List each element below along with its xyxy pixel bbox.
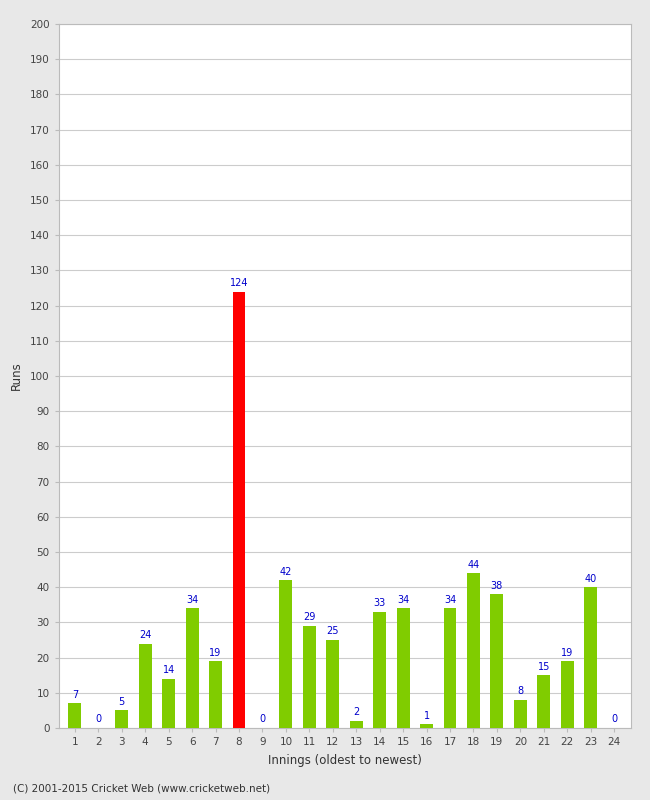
Bar: [373, 612, 386, 728]
Bar: [186, 608, 198, 728]
Text: 44: 44: [467, 560, 480, 570]
Y-axis label: Runs: Runs: [10, 362, 23, 390]
Bar: [68, 703, 81, 728]
Text: 19: 19: [209, 648, 222, 658]
Bar: [514, 700, 526, 728]
Text: 8: 8: [517, 686, 523, 696]
Text: 5: 5: [119, 697, 125, 707]
Bar: [280, 580, 292, 728]
Bar: [350, 721, 363, 728]
Text: 15: 15: [538, 662, 550, 672]
Text: 25: 25: [326, 626, 339, 637]
Text: 1: 1: [424, 711, 430, 721]
Text: 24: 24: [139, 630, 151, 640]
Bar: [584, 587, 597, 728]
Bar: [561, 661, 574, 728]
Text: (C) 2001-2015 Cricket Web (www.cricketweb.net): (C) 2001-2015 Cricket Web (www.cricketwe…: [13, 784, 270, 794]
Bar: [491, 594, 503, 728]
Bar: [303, 626, 316, 728]
Bar: [467, 573, 480, 728]
Bar: [162, 678, 175, 728]
Bar: [115, 710, 128, 728]
Text: 0: 0: [611, 714, 617, 725]
Bar: [326, 640, 339, 728]
Bar: [209, 661, 222, 728]
Text: 7: 7: [72, 690, 78, 700]
Text: 33: 33: [374, 598, 386, 608]
Text: 34: 34: [397, 595, 410, 605]
Text: 34: 34: [444, 595, 456, 605]
Text: 19: 19: [561, 648, 573, 658]
Text: 0: 0: [259, 714, 265, 725]
Bar: [139, 643, 151, 728]
Text: 29: 29: [303, 613, 315, 622]
Bar: [233, 291, 246, 728]
Text: 34: 34: [186, 595, 198, 605]
Bar: [420, 725, 433, 728]
X-axis label: Innings (oldest to newest): Innings (oldest to newest): [268, 754, 421, 767]
Text: 40: 40: [584, 574, 597, 584]
Bar: [538, 675, 550, 728]
Bar: [396, 608, 410, 728]
Text: 42: 42: [280, 566, 292, 577]
Text: 0: 0: [96, 714, 101, 725]
Text: 124: 124: [229, 278, 248, 288]
Text: 2: 2: [353, 707, 359, 718]
Bar: [443, 608, 456, 728]
Text: 14: 14: [162, 666, 175, 675]
Text: 38: 38: [491, 581, 503, 590]
